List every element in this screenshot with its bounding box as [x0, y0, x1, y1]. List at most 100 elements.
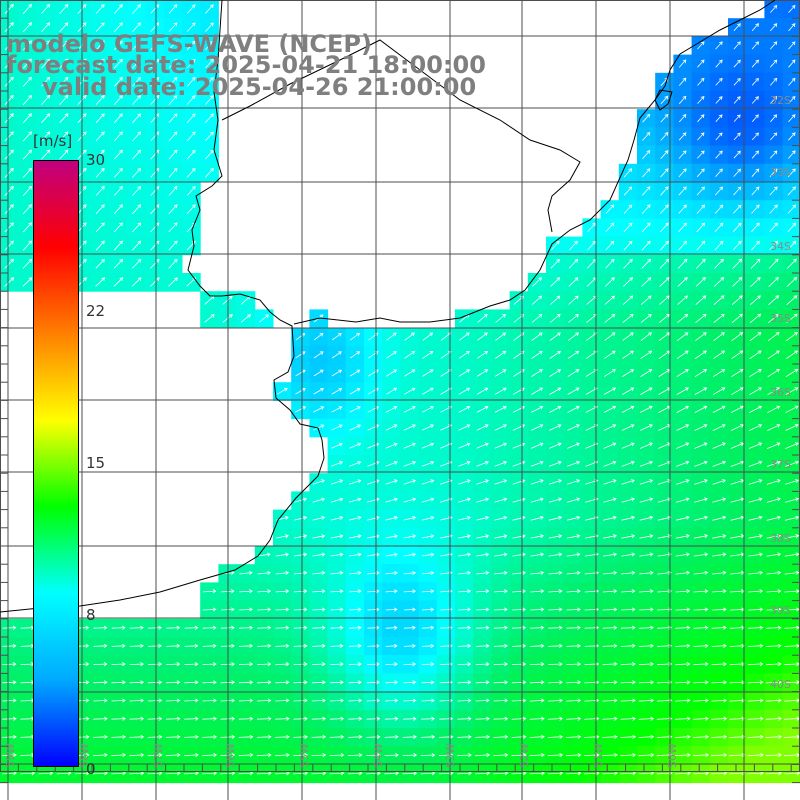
wind-arrow	[676, 442, 690, 449]
wind-arrow	[2, 698, 17, 703]
wind-arrow	[766, 625, 782, 630]
wind-arrow	[770, 132, 778, 141]
wind-arrow	[205, 131, 214, 142]
wind-arrow	[93, 734, 108, 739]
wind-arrow	[602, 570, 618, 575]
wind-arrow	[548, 497, 563, 503]
wind-arrow	[749, 369, 762, 378]
wind-arrow	[657, 589, 672, 594]
wind-arrow	[640, 313, 652, 323]
wind-arrow	[22, 76, 32, 87]
wind-arrow	[403, 698, 417, 703]
wind-arrow	[331, 369, 343, 377]
wind-arrow	[385, 387, 398, 395]
wind-arrow	[750, 295, 761, 306]
wind-arrow	[257, 643, 272, 648]
wind-arrow	[569, 240, 578, 251]
wind-arrow	[641, 277, 652, 287]
wind-arrow	[168, 58, 178, 69]
wind-arrow	[766, 442, 781, 449]
wind-arrow	[531, 314, 543, 323]
wind-arrow	[784, 552, 800, 557]
wind-arrow	[132, 58, 141, 69]
wind-arrow	[566, 607, 581, 612]
wind-arrow	[693, 570, 709, 575]
wind-arrow	[715, 59, 723, 68]
wind-arrow	[784, 534, 800, 539]
wind-arrow	[549, 314, 561, 323]
wind-arrow	[660, 95, 669, 105]
wind-arrow	[184, 716, 199, 721]
wind-arrow	[748, 607, 764, 612]
wind-arrow	[475, 570, 490, 575]
wind-arrow	[711, 570, 727, 575]
wind-arrow	[349, 387, 361, 395]
wind-arrow	[348, 570, 362, 575]
wind-arrow	[367, 460, 380, 467]
wind-arrow	[512, 479, 526, 485]
colorbar-tick-0: 0	[86, 760, 96, 778]
wind-arrow	[111, 698, 126, 703]
wind-arrow	[168, 4, 178, 14]
wind-arrow	[403, 625, 416, 630]
wind-arrow	[168, 131, 178, 142]
wind-arrow	[348, 589, 362, 594]
wind-arrow	[766, 497, 781, 503]
wind-arrow	[494, 405, 507, 413]
wind-arrow	[132, 113, 141, 124]
wind-arrow	[733, 23, 741, 32]
wind-arrow	[714, 204, 724, 214]
wind-arrow	[458, 350, 470, 359]
wind-arrow	[731, 332, 744, 342]
wind-arrow	[95, 4, 105, 14]
wind-arrow	[765, 698, 782, 703]
wind-arrow	[620, 662, 636, 667]
wind-arrow	[765, 680, 782, 685]
wind-arrow	[715, 150, 723, 159]
wind-arrow	[640, 332, 652, 342]
wind-arrow	[22, 131, 32, 142]
wind-arrow	[95, 186, 105, 196]
wind-arrow	[566, 515, 581, 521]
wind-arrow	[566, 497, 581, 503]
wind-arrow	[166, 698, 181, 703]
wind-arrow	[477, 332, 488, 341]
wind-arrow	[530, 424, 544, 431]
wind-arrow	[605, 258, 615, 269]
wind-arrow	[512, 534, 526, 539]
wind-arrow	[676, 460, 690, 467]
wind-arrow	[111, 625, 126, 630]
wind-arrow	[748, 589, 764, 594]
wind-arrow	[313, 369, 324, 377]
wind-arrow	[603, 497, 617, 503]
wind-arrow	[147, 680, 163, 685]
wind-arrow	[603, 534, 617, 539]
wind-arrow	[403, 515, 417, 521]
wind-arrow	[259, 314, 270, 323]
wind-arrow	[129, 643, 144, 648]
wind-arrow	[639, 607, 654, 612]
wind-arrow	[765, 716, 782, 721]
wind-arrow	[293, 643, 308, 648]
colorbar-tick-8: 8	[86, 606, 96, 624]
wind-arrow	[696, 240, 706, 251]
wind-arrow	[22, 258, 33, 269]
wind-arrow	[95, 40, 105, 51]
wind-arrow	[766, 607, 782, 612]
wind-arrow	[711, 607, 727, 612]
wind-arrow	[384, 734, 399, 739]
wind-arrow	[293, 625, 308, 630]
wind-arrow	[530, 497, 544, 503]
wind-arrow	[421, 625, 435, 630]
wind-arrow	[422, 369, 434, 377]
wind-arrow	[184, 625, 199, 630]
wind-arrow	[312, 552, 326, 557]
wind-arrow	[622, 350, 634, 359]
wind-arrow	[202, 625, 217, 630]
longitude-label: 59W	[4, 743, 17, 768]
wind-arrow	[602, 698, 618, 703]
wind-arrow	[184, 662, 199, 667]
wind-arrow	[239, 625, 254, 630]
latitude-label: 36S	[770, 386, 791, 399]
